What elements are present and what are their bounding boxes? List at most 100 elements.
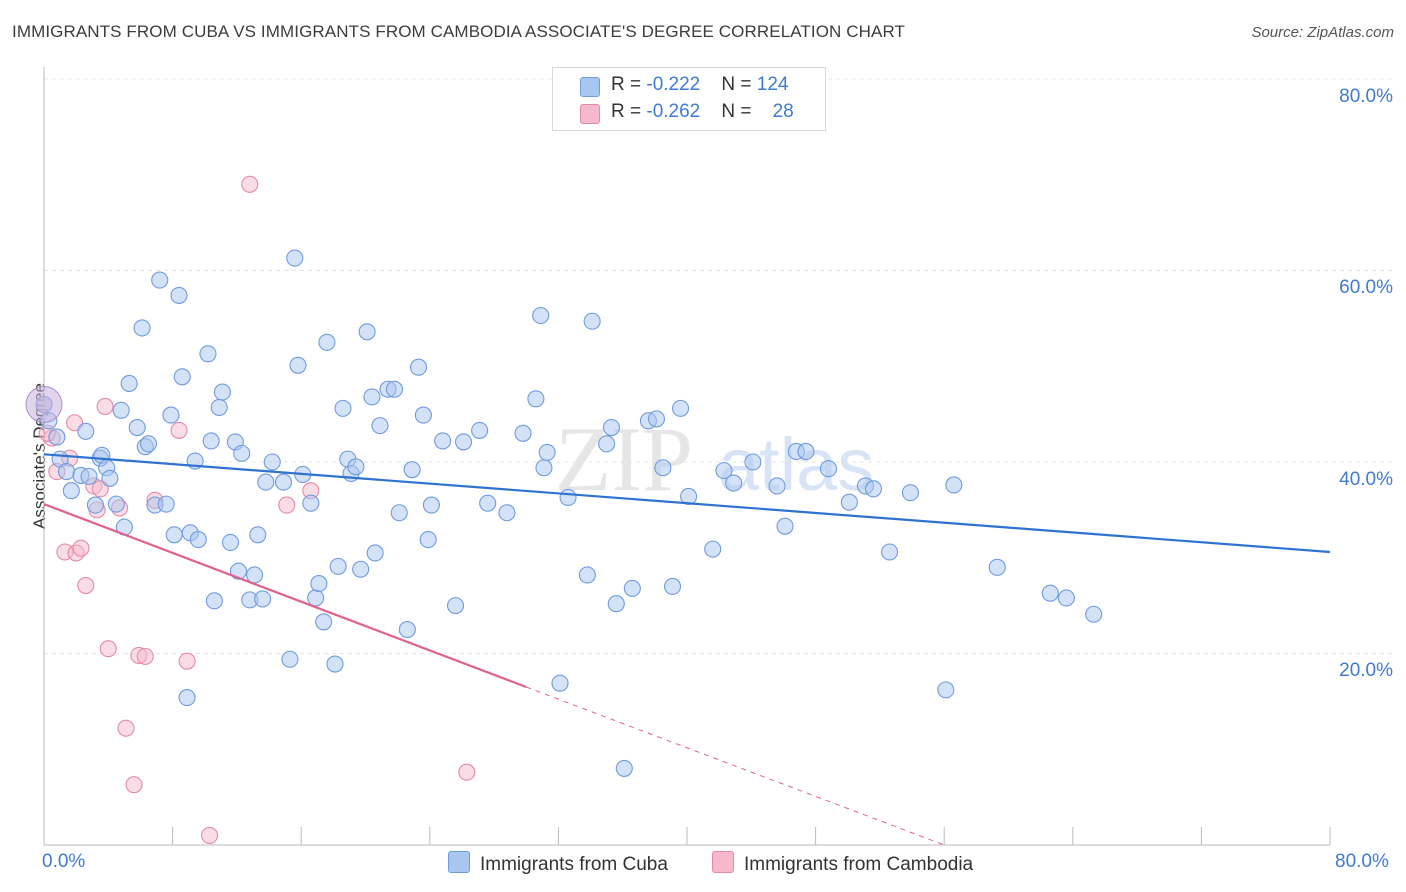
cuba-points [25,249,1103,777]
cuba-point [289,356,307,374]
cambodia-point [99,640,117,658]
cuba-point [329,557,347,575]
cuba-point [202,432,220,450]
cuba-point [281,650,299,668]
cuba-point [233,444,251,462]
cuba-point [221,533,240,551]
cuba-point [672,399,690,417]
x-tick-max: 80.0% [1335,851,1389,872]
zipatlas-watermark: ZIP atlas [555,408,874,510]
cuba-point [254,590,272,608]
cuba-point [263,453,281,471]
cuba-large-point [25,386,63,424]
cuba-legend-label: Immigrants from Cuba [480,854,668,875]
cuba-trend-line [43,453,1331,554]
cambodia-point [91,480,109,498]
cuba-point [173,368,191,386]
chart-source: Source: ZipAtlas.com [1251,24,1394,41]
cuba-point [514,424,532,442]
cuba-point [535,459,553,477]
cambodia-point [178,652,196,670]
legend-r-value-cuba: -0.222 [646,74,701,95]
cuba-point [422,496,440,514]
cuba-point [57,463,76,481]
cuba-point [318,333,336,351]
x-axis [43,67,1331,846]
legend-item-cambodia[interactable]: Immigrants from Cambodia [712,851,973,876]
cuba-point [623,579,641,597]
cuba-point [307,589,325,607]
cuba-point [1085,605,1103,623]
cuba-point [398,621,416,639]
cambodia-point [65,414,84,432]
cuba-point [414,406,432,424]
cuba-point [602,418,620,437]
x-tick-min: 0.0% [42,851,86,872]
cuba-point [559,488,577,506]
cuba-point [315,613,333,631]
cuba-point [538,443,556,461]
y-tick-20: 20.0% [1339,660,1393,681]
cuba-point [583,312,601,330]
cuba-point [133,319,151,337]
cuba-point [347,458,365,476]
cuba-point [797,442,815,461]
cuba-point [310,575,328,593]
cuba-point [157,495,175,513]
cuba-point [62,482,80,500]
correlation-legend: R = -0.222 N = 124 R = -0.262 N = 28 [552,67,826,131]
cuba-point [403,461,421,479]
cambodia-trend-line [43,503,527,689]
cambodia-point [241,175,259,193]
cuba-point [864,480,883,498]
grid-lines [44,78,1392,654]
cuba-point [532,306,550,325]
cuba-point [419,531,437,549]
cuba-point [210,398,228,416]
cambodia-point [125,776,143,794]
cuba-point [77,422,95,440]
cuba-point [86,496,104,514]
cuba-point [715,462,733,480]
cuba-point [199,345,217,363]
cambodia-legend-label: Immigrants from Cambodia [744,854,974,875]
cuba-point [390,504,408,522]
cuba-point [704,540,722,558]
watermark-zip: ZIP [555,408,693,510]
cuba-point [744,453,762,471]
cambodia-point [136,647,154,665]
cuba-point [302,494,320,512]
cuba-point [246,566,264,584]
cambodia-point [170,421,188,439]
cuba-point [189,531,207,549]
cuba-point [358,323,376,341]
y-tick-60: 60.0% [1339,277,1393,298]
cuba-point [455,433,473,451]
legend-r-value-cambodia: -0.262 [646,101,701,122]
trend-lines [43,453,1331,846]
cuba-point [880,543,899,561]
cuba-point [151,271,169,289]
cuba-point [434,432,452,450]
cuba-point [725,474,743,492]
legend-item-cuba[interactable]: Immigrants from Cuba [448,851,668,876]
cambodia-point [117,719,135,737]
cuba-point [162,406,180,424]
legend-n-label-cambodia: N = [721,101,757,122]
cuba-point [615,759,633,777]
cuba-point [334,399,352,417]
cuba-point [128,418,146,437]
cambodia-point [278,496,296,514]
cuba-point [598,435,616,453]
cuba-point [165,526,183,544]
cuba-point [107,495,125,513]
cuba-point [385,380,403,398]
cuba-point [768,477,786,495]
cambodia-point [201,826,219,844]
chart-title: IMMIGRANTS FROM CUBA VS IMMIGRANTS FROM … [12,22,906,41]
legend-r-label-cuba: R = [611,74,647,95]
cambodia-point [96,397,114,416]
cuba-point [578,566,596,584]
cuba-point [663,577,682,596]
